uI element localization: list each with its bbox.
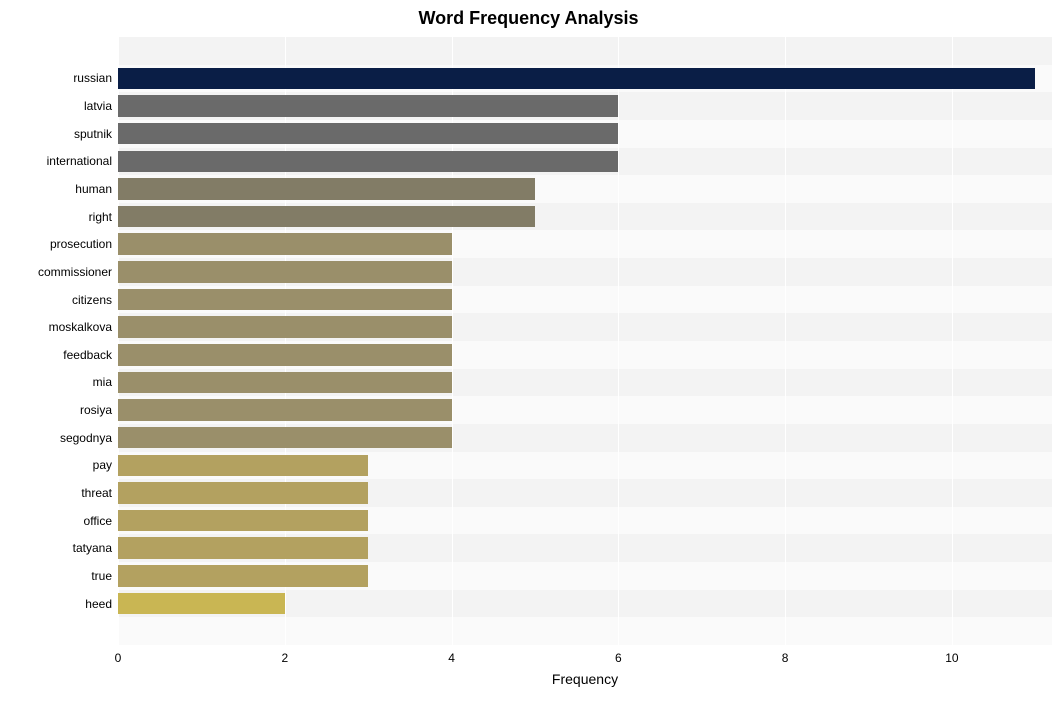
y-tick-label: russian (73, 71, 112, 85)
y-tick-label: heed (85, 597, 112, 611)
y-tick-label: office (84, 514, 112, 528)
bar (118, 261, 452, 283)
x-gridline (952, 37, 953, 645)
bar (118, 427, 452, 449)
y-tick-label: international (47, 154, 112, 168)
y-tick-label: rosiya (80, 403, 112, 417)
bar (118, 316, 452, 338)
x-axis-title: Frequency (118, 671, 1052, 687)
y-tick-label: segodnya (60, 431, 112, 445)
bar (118, 151, 618, 173)
grid-band (118, 37, 1052, 65)
bar (118, 233, 452, 255)
bar (118, 206, 535, 228)
bar (118, 344, 452, 366)
bar (118, 593, 285, 615)
bar (118, 123, 618, 145)
plot-area (118, 37, 1052, 645)
bar (118, 565, 368, 587)
x-tick-label: 4 (432, 651, 472, 665)
y-tick-label: prosecution (50, 237, 112, 251)
x-tick-label: 0 (98, 651, 138, 665)
x-gridline (785, 37, 786, 645)
y-tick-label: threat (81, 486, 112, 500)
y-tick-label: true (91, 569, 112, 583)
y-tick-label: tatyana (73, 541, 112, 555)
bar (118, 289, 452, 311)
bar (118, 399, 452, 421)
bar (118, 95, 618, 117)
y-tick-label: citizens (72, 293, 112, 307)
y-tick-label: latvia (84, 99, 112, 113)
bar (118, 178, 535, 200)
y-tick-label: human (75, 182, 112, 196)
bar (118, 482, 368, 504)
grid-band (118, 617, 1052, 645)
y-tick-label: sputnik (74, 127, 112, 141)
x-tick-label: 10 (932, 651, 972, 665)
x-tick-label: 8 (765, 651, 805, 665)
y-tick-label: pay (93, 458, 112, 472)
x-tick-label: 2 (265, 651, 305, 665)
bar (118, 68, 1035, 90)
y-tick-label: feedback (63, 348, 112, 362)
chart-wrapper: Word Frequency Analysis Frequency 0 2 4 6 8 1… (0, 0, 1057, 701)
y-tick-label: mia (93, 375, 112, 389)
bar (118, 372, 452, 394)
bar (118, 510, 368, 532)
bar (118, 455, 368, 477)
y-tick-label: moskalkova (49, 320, 112, 334)
y-tick-label: right (89, 210, 112, 224)
x-gridline (618, 37, 619, 645)
chart-title: Word Frequency Analysis (0, 8, 1057, 29)
x-tick-label: 6 (598, 651, 638, 665)
y-tick-label: commissioner (38, 265, 112, 279)
bar (118, 537, 368, 559)
